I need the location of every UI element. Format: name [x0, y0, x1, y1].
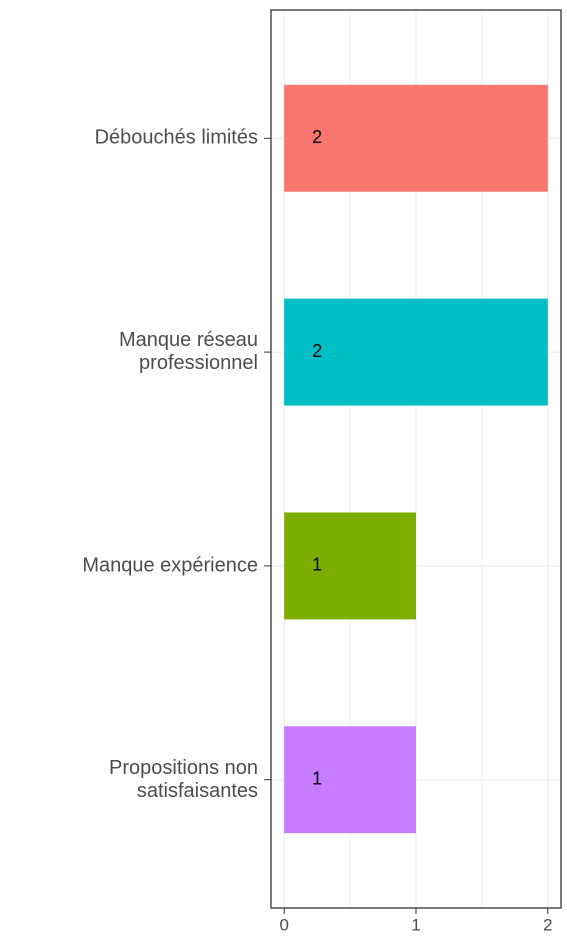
panel-border	[270, 9, 562, 909]
x-tick-label: 1	[411, 915, 420, 934]
data-label: 2	[312, 341, 322, 361]
bar	[284, 726, 416, 834]
bar	[284, 512, 416, 620]
y-tick-label: Manque expérience	[82, 554, 258, 577]
x-tick-label: 0	[279, 915, 288, 934]
y-tick-label: Propositions non satisfaisantes	[109, 756, 258, 802]
y-tick-label: Manque réseau professionnel	[119, 329, 258, 375]
data-label: 2	[312, 127, 322, 147]
data-label: 1	[312, 768, 322, 788]
y-tick-label: Débouchés limités	[94, 126, 258, 149]
bar	[284, 298, 548, 406]
bar	[284, 84, 548, 192]
data-label: 1	[312, 555, 322, 575]
x-tick-label: 2	[543, 915, 552, 934]
